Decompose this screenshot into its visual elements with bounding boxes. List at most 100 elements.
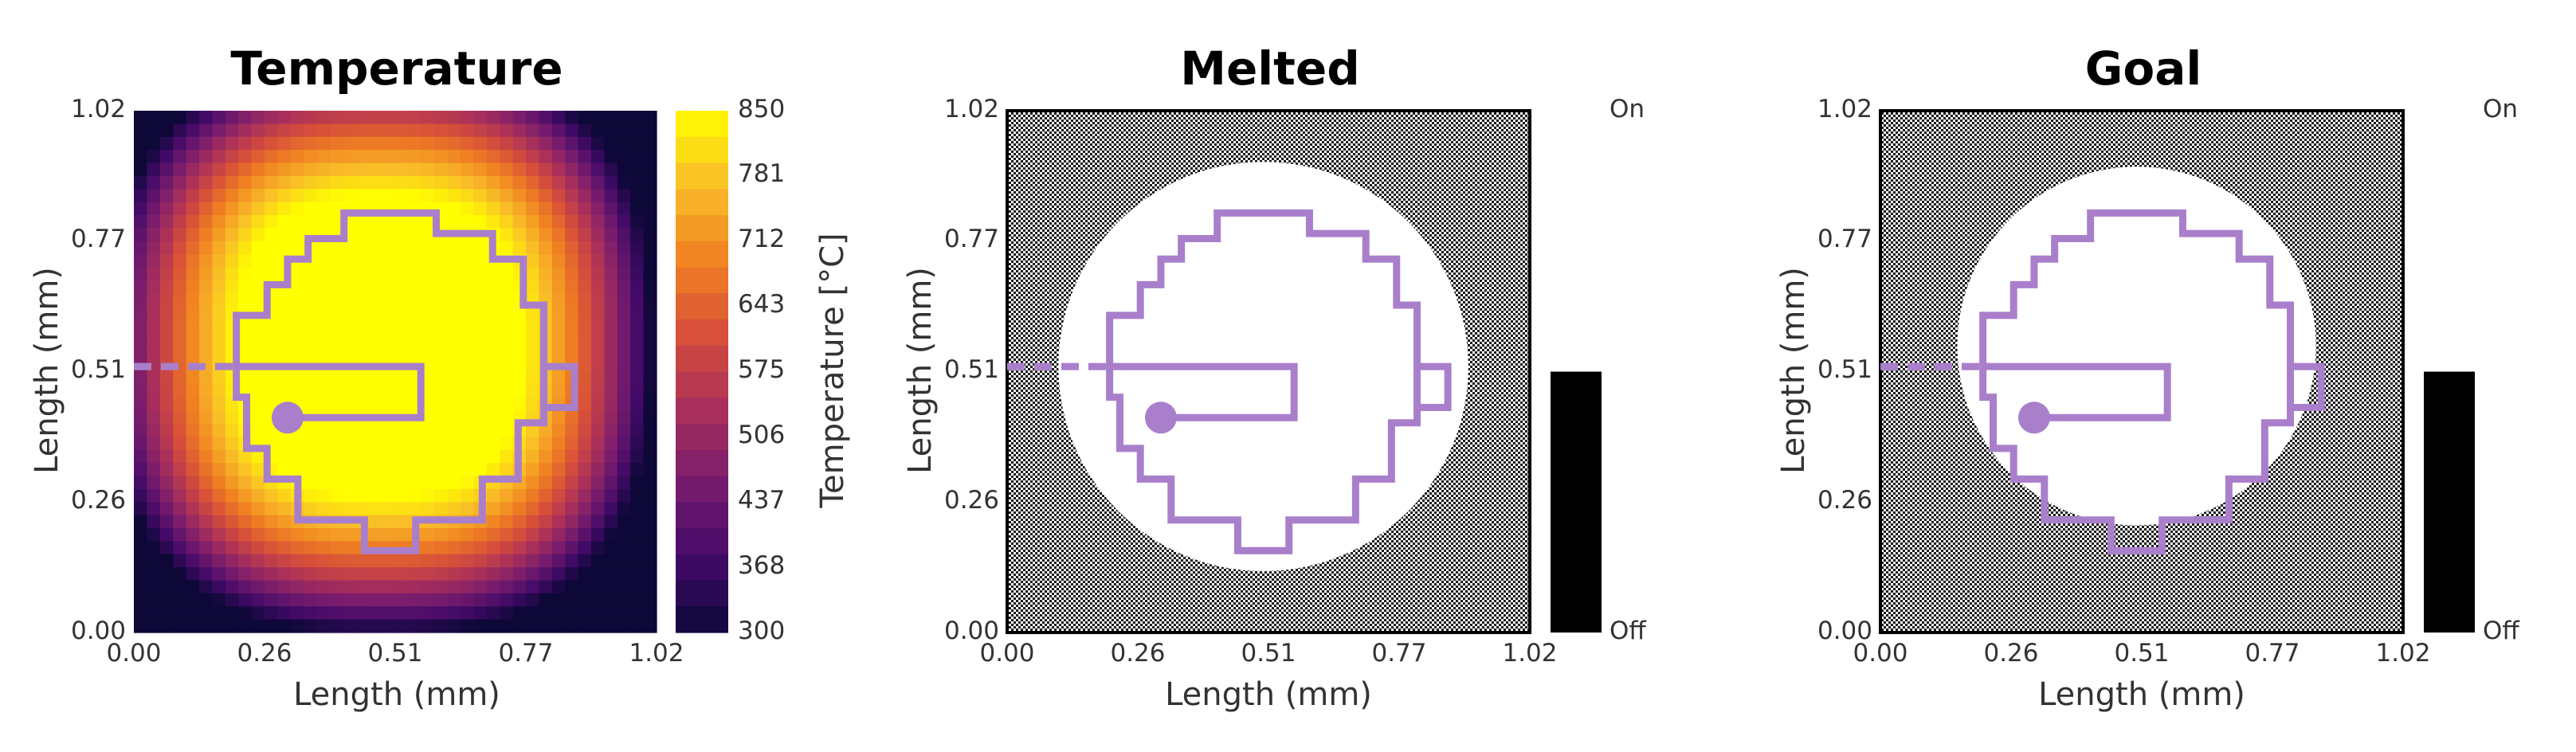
heatmap-cell	[512, 384, 527, 398]
heatmap-cell	[173, 228, 187, 242]
heatmap-cell	[290, 528, 304, 542]
heatmap-cell	[447, 123, 461, 138]
heatmap-cell	[604, 358, 618, 373]
heatmap-cell	[434, 502, 449, 516]
heatmap-cell	[461, 202, 474, 216]
heatmap-cell	[604, 593, 618, 607]
heatmap-cell	[617, 254, 631, 268]
heatmap-cell	[643, 424, 657, 437]
heatmap-cell	[591, 384, 605, 398]
heatmap-cell	[526, 476, 539, 490]
heatmap-cell	[369, 163, 383, 177]
heatmap-cell	[630, 306, 645, 320]
heatmap-cell	[395, 215, 409, 229]
heatmap-cell	[304, 175, 318, 190]
heatmap-cell	[134, 606, 147, 621]
heatmap-cell	[147, 215, 161, 229]
heatmap-cell	[134, 567, 147, 582]
heatmap-cell	[225, 111, 239, 124]
heatmap-cell	[134, 202, 147, 216]
heatmap-cell	[199, 228, 213, 242]
heatmap-cell	[173, 332, 187, 347]
heatmap-cell	[447, 332, 461, 347]
heatmap-cell	[186, 488, 200, 503]
heatmap-cell	[355, 502, 370, 516]
heatmap-cell	[251, 228, 265, 242]
heatmap-cell	[186, 410, 200, 425]
heatmap-cell	[173, 202, 187, 216]
heatmap-cell	[199, 410, 213, 425]
heatmap-cell	[551, 280, 566, 294]
heatmap-cell	[461, 528, 474, 542]
heatmap-cell	[408, 488, 422, 503]
heatmap-cell	[473, 306, 488, 320]
heatmap-cell	[330, 254, 343, 268]
heatmap-cell	[565, 189, 579, 203]
heatmap-cell	[565, 111, 579, 124]
heatmap-cell	[604, 241, 618, 255]
heatmap-cell	[225, 580, 239, 594]
heatmap-cell	[539, 554, 553, 568]
heatmap-cell	[134, 319, 147, 333]
heatmap-cell	[500, 619, 514, 633]
goal-title: Goal	[2085, 41, 2202, 96]
heatmap-cell	[343, 319, 357, 333]
heatmap-cell	[604, 280, 618, 294]
heatmap-cell	[212, 567, 226, 582]
heatmap-cell	[617, 345, 631, 359]
heatmap-cell	[251, 606, 265, 621]
heatmap-cell	[265, 541, 278, 555]
heatmap-cell	[617, 267, 631, 281]
heatmap-cell	[604, 111, 618, 124]
colorbar-tick: 368	[738, 551, 785, 580]
heatmap-cell	[330, 150, 343, 164]
heatmap-cell	[147, 515, 161, 529]
heatmap-cell	[643, 358, 657, 373]
heatmap-cell	[617, 424, 631, 437]
heatmap-cell	[147, 502, 161, 516]
heatmap-cell	[395, 619, 409, 633]
goal-frame	[1879, 109, 2405, 634]
heatmap-cell	[591, 567, 605, 582]
heatmap-cell	[408, 267, 422, 281]
colorbar-label: Temperature [°C]	[814, 233, 851, 508]
colorbar-segment	[676, 424, 728, 451]
heatmap-cell	[251, 384, 265, 398]
heatmap-cell	[265, 150, 278, 164]
heatmap-cell	[330, 293, 343, 307]
heatmap-cell	[473, 123, 488, 138]
heatmap-cell	[526, 502, 539, 516]
melted-title: Melted	[1180, 41, 1360, 96]
heatmap-cell	[290, 215, 304, 229]
heatmap-cell	[238, 267, 253, 281]
heatmap-cell	[159, 319, 174, 333]
heatmap-cell	[604, 424, 618, 437]
heatmap-cell	[186, 606, 200, 621]
heatmap-cell	[369, 189, 383, 203]
heatmap-cell	[369, 463, 383, 477]
heatmap-cell	[173, 488, 187, 503]
y-tick-label: 0.26	[71, 486, 126, 515]
heatmap-cell	[408, 463, 422, 477]
heatmap-cell	[186, 463, 200, 477]
heatmap-cell	[461, 580, 474, 594]
heatmap-cell	[526, 515, 539, 529]
heatmap-cell	[277, 371, 292, 386]
heatmap-cell	[617, 215, 631, 229]
heatmap-cell	[512, 241, 527, 255]
heatmap-cell	[238, 293, 253, 307]
heatmap-cell	[369, 580, 383, 594]
heatmap-cell	[304, 189, 318, 203]
heatmap-cell	[316, 136, 331, 151]
heatmap-cell	[369, 398, 383, 412]
heatmap-cell	[526, 463, 539, 477]
heatmap-cell	[134, 371, 147, 386]
heatmap-cell	[630, 332, 645, 347]
heatmap-cell	[578, 580, 592, 594]
heatmap-cell	[355, 267, 370, 281]
heatmap-cell	[617, 202, 631, 216]
heatmap-cell	[343, 567, 357, 582]
heatmap-cell	[369, 488, 383, 503]
heatmap-cell	[316, 202, 331, 216]
heatmap-cell	[408, 319, 422, 333]
